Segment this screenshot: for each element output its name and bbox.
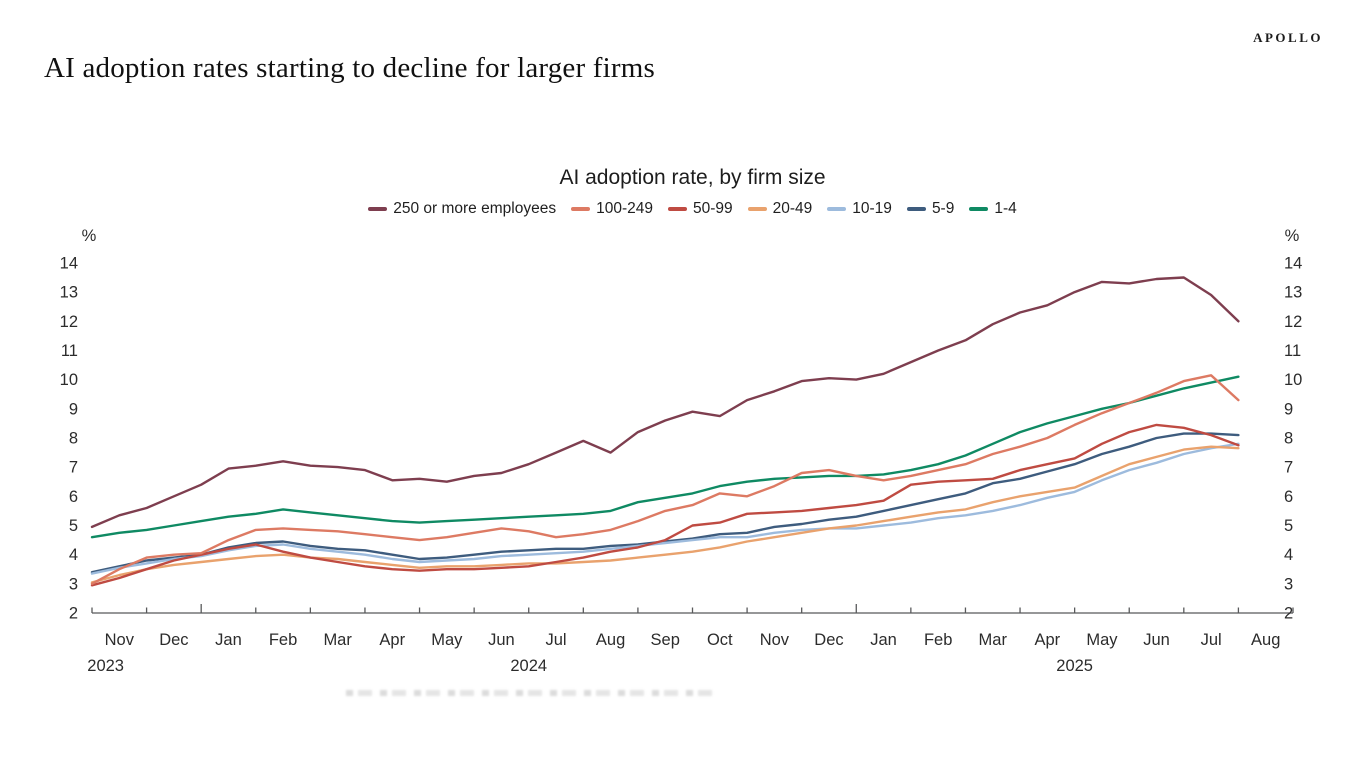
legend-label: 10-19 (852, 200, 892, 217)
y-axis-label-left: 11 (61, 342, 78, 360)
page-title: AI adoption rates starting to decline fo… (44, 52, 656, 84)
y-axis-label-right: 5 (1284, 517, 1293, 535)
y-axis-label-right: 8 (1284, 429, 1293, 447)
series-line-10-19 (90, 442, 1240, 575)
x-axis-month-label: Jun (488, 631, 515, 649)
y-axis-label-left: 6 (69, 488, 78, 506)
legend-label: 5-9 (931, 200, 955, 217)
chart-title: AI adoption rate, by firm size (559, 166, 826, 189)
x-axis-month-label: Jun (1143, 631, 1170, 649)
legend-item: 1-4 (969, 200, 1017, 218)
y-axis-label-left: 9 (69, 400, 78, 418)
y-axis-label-right: 7 (1284, 459, 1293, 477)
y-axis-label-right: 4 (1284, 546, 1293, 564)
x-axis-month-label: Feb (269, 631, 297, 649)
x-axis-month-label: Nov (105, 631, 135, 649)
legend-swatch-icon (368, 207, 388, 211)
y-axis-label-right: 12 (1284, 313, 1302, 331)
series-line-250-or-more-employees (90, 276, 1240, 529)
y-axis-label-left: 8 (69, 429, 78, 447)
series-line-5-9 (90, 432, 1240, 574)
x-axis-month-label: Aug (596, 631, 625, 649)
y-axis-label-right: 13 (1284, 284, 1302, 302)
legend-label: 50-99 (692, 200, 733, 217)
x-axis-month-label: Nov (760, 631, 790, 649)
x-axis-month-label: Apr (379, 631, 405, 649)
x-axis-month-label: Jan (870, 631, 897, 649)
y-axis-label-left: 3 (69, 575, 78, 593)
legend-swatch-icon (969, 207, 989, 211)
x-axis-month-label: Feb (924, 631, 952, 649)
x-axis-month-label: May (1086, 631, 1118, 649)
x-axis-year-label: 2025 (1056, 657, 1093, 675)
legend-item: 50-99 (667, 200, 733, 218)
y-axis-label-left: 14 (60, 254, 78, 272)
legend-item: 100-249 (571, 200, 653, 218)
y-axis-label-right: 2 (1284, 605, 1293, 623)
legend-swatch-icon (571, 207, 591, 211)
x-axis-month-label: Dec (814, 631, 843, 649)
legend-swatch-icon (667, 207, 687, 211)
y-axis-label-right: 11 (1284, 342, 1301, 360)
x-axis-year-label: 2024 (510, 657, 547, 675)
x-axis-month-label: Apr (1034, 631, 1060, 649)
clipped-footnote-text (346, 690, 714, 696)
y-axis-label-left: 2 (69, 605, 78, 623)
legend-item: 20-49 (747, 200, 813, 218)
y-axis-label-left: 13 (60, 284, 78, 302)
x-axis-month-label: Sep (651, 631, 680, 649)
legend-label: 250 or more employees (393, 200, 557, 217)
y-axis-unit-left: % (82, 227, 97, 245)
x-axis-year-label: 2023 (87, 657, 124, 675)
x-axis-month-label: Aug (1251, 631, 1280, 649)
y-axis-label-right: 6 (1284, 488, 1293, 506)
series-line-20-49 (90, 445, 1240, 584)
series-line-100-249 (90, 374, 1240, 585)
y-axis-label-right: 9 (1284, 400, 1293, 418)
apollo-logo: APOLLO (1253, 30, 1323, 45)
series-line-50-99 (90, 423, 1240, 587)
y-axis-label-right: 14 (1284, 254, 1302, 272)
y-axis-label-left: 7 (69, 459, 78, 477)
series-line-1-4 (90, 375, 1240, 539)
legend-swatch-icon (906, 207, 926, 211)
y-axis-label-right: 10 (1284, 371, 1302, 389)
legend-label: 100-249 (596, 200, 653, 217)
y-axis-label-left: 10 (60, 371, 78, 389)
y-axis-label-left: 5 (69, 517, 78, 535)
x-axis-month-label: Mar (323, 631, 352, 649)
y-axis-unit-right: % (1285, 227, 1300, 245)
x-axis-month-label: Dec (159, 631, 188, 649)
y-axis-label-left: 12 (60, 313, 78, 331)
legend-swatch-icon (827, 207, 847, 211)
x-axis-month-label: Jan (215, 631, 242, 649)
legend-item: 250 or more employees (368, 200, 556, 218)
x-axis-month-label: Jul (1201, 631, 1222, 649)
legend-item: 5-9 (906, 200, 955, 218)
chart-legend: 250 or more employees 100-249 50-99 20-49 10… (92, 200, 1293, 218)
x-axis-month-label: May (431, 631, 463, 649)
x-axis-month-label: Oct (707, 631, 733, 649)
legend-item: 10-19 (827, 200, 892, 218)
legend-label: 1-4 (994, 200, 1017, 217)
legend-label: 20-49 (772, 200, 813, 217)
x-axis-month-label: Mar (979, 631, 1008, 649)
y-axis-label-left: 4 (69, 546, 78, 564)
y-axis-label-right: 3 (1284, 575, 1293, 593)
x-axis-month-label: Jul (545, 631, 566, 649)
legend-swatch-icon (747, 207, 767, 211)
